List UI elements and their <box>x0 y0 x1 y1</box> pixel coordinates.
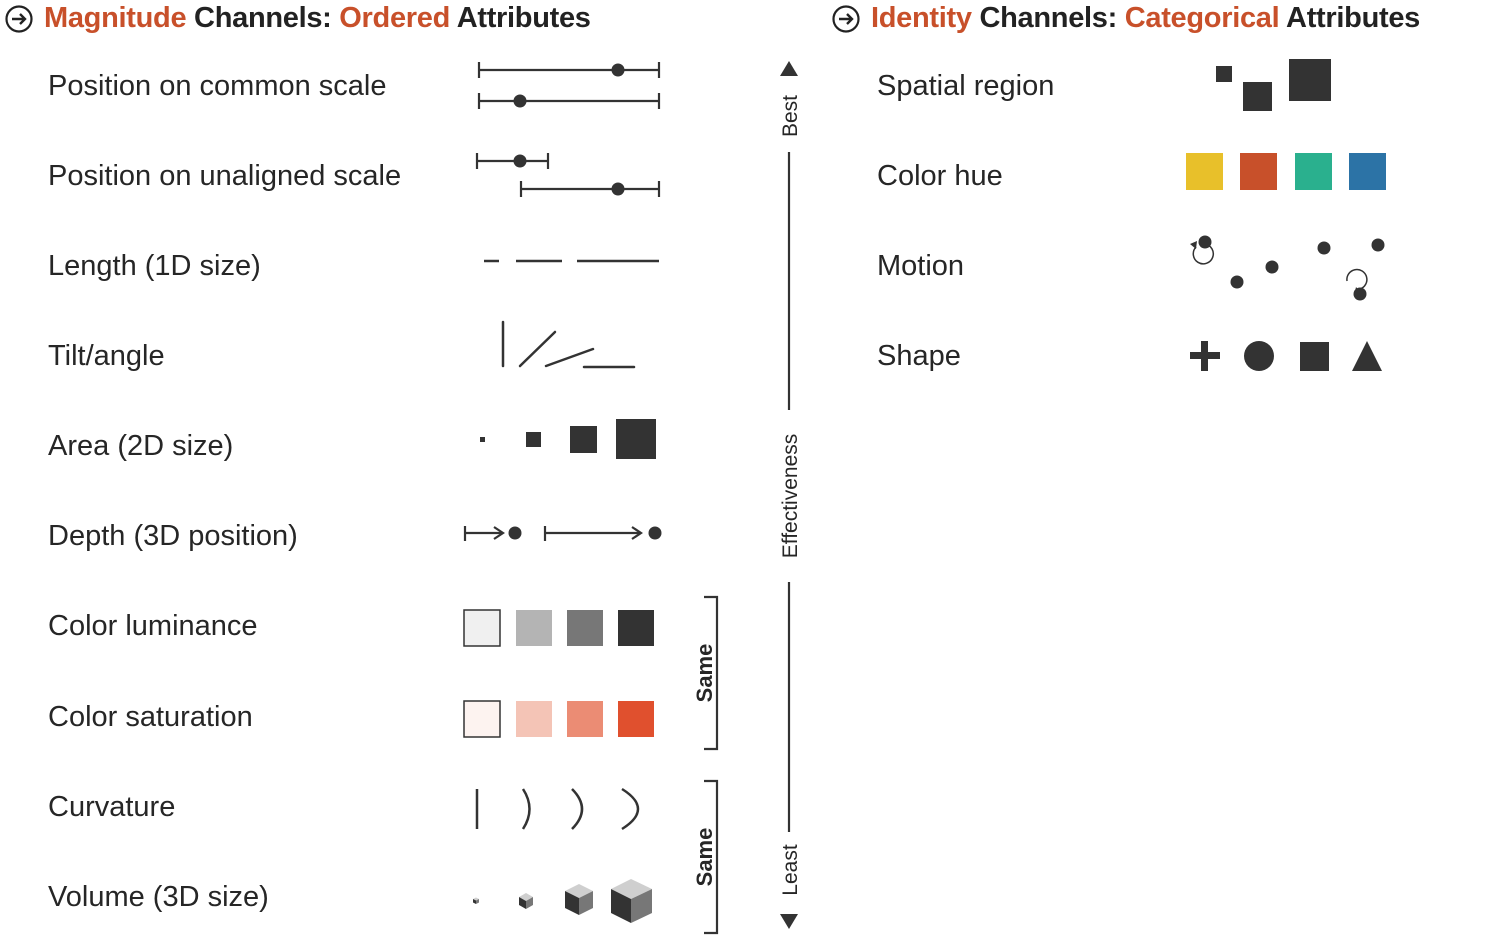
axis-best-label: Best <box>779 95 802 137</box>
channel-label-position-common: Position on common scale <box>48 70 387 102</box>
axis-least-label: Least <box>779 844 802 896</box>
magnitude-heading-tail: Attributes <box>450 2 591 34</box>
glyph-area <box>480 419 656 459</box>
luminance-swatch-2 <box>516 610 552 646</box>
glyph-color-hue <box>1186 153 1386 190</box>
glyph-spatial-region <box>1216 59 1331 111</box>
saturation-swatch-2 <box>516 701 552 737</box>
magnitude-heading-accent-2: Ordered <box>339 2 451 34</box>
circle-arrow-right-icon <box>5 5 33 33</box>
glyph-saturation <box>463 700 654 738</box>
same-bracket-label-1: Same <box>692 644 717 703</box>
same-bracket-1 <box>704 595 719 751</box>
glyph-luminance <box>463 609 654 647</box>
glyph-curvature <box>475 787 640 831</box>
channel-label-area: Area (2D size) <box>48 430 234 462</box>
channel-label-shape: Shape <box>877 340 961 372</box>
identity-heading-accent-2: Categorical <box>1124 2 1280 34</box>
magnitude-heading-middle: Channels: <box>186 2 340 34</box>
channel-label-curvature: Curvature <box>48 791 176 823</box>
channel-label-motion: Motion <box>877 250 965 282</box>
shape-triangle <box>1352 341 1382 371</box>
saturation-swatch-3 <box>567 701 603 737</box>
luminance-swatch-1 <box>463 609 501 647</box>
glyph-shape <box>1190 341 1382 371</box>
saturation-swatch-4 <box>618 701 654 737</box>
channel-label-spatial-region: Spatial region <box>877 70 1055 102</box>
hue-swatch-red <box>1240 153 1277 190</box>
glyph-position-unaligned <box>475 153 661 197</box>
hue-swatch-yellow <box>1186 153 1223 190</box>
luminance-swatch-4 <box>618 610 654 646</box>
identity-heading-accent-1: Identity <box>871 2 972 34</box>
identity-heading-tail: Attributes <box>1279 2 1420 34</box>
glyph-position-common <box>477 62 661 109</box>
channel-label-depth: Depth (3D position) <box>48 520 298 552</box>
glyph-motion <box>1190 235 1385 301</box>
effectiveness-axis: Best Effectiveness Least <box>779 61 802 929</box>
circle-arrow-right-icon <box>832 5 860 33</box>
same-bracket-label-2: Same <box>692 828 717 887</box>
axis-down-arrow <box>780 914 798 929</box>
channel-label-luminance: Color luminance <box>48 610 258 642</box>
axis-effectiveness-label: Effectiveness <box>779 434 802 559</box>
hue-swatch-blue <box>1349 153 1386 190</box>
shape-square <box>1300 342 1329 371</box>
channel-label-volume: Volume (3D size) <box>48 881 269 913</box>
magnitude-heading-accent-1: Magnitude <box>44 2 187 34</box>
same-bracket-2 <box>704 779 719 935</box>
channel-label-tilt: Tilt/angle <box>48 340 165 372</box>
channel-label-position-unaligned: Position on unaligned scale <box>48 160 402 192</box>
magnitude-heading: Magnitude Channels: Ordered Attributes <box>4 2 591 35</box>
glyph-tilt <box>501 320 636 369</box>
channel-label-saturation: Color saturation <box>48 701 253 733</box>
axis-up-arrow <box>780 61 798 76</box>
saturation-swatch-1 <box>463 700 501 738</box>
identity-heading-middle: Channels: <box>971 2 1125 34</box>
channel-label-color-hue: Color hue <box>877 160 1003 192</box>
hue-swatch-teal <box>1295 153 1332 190</box>
glyph-depth <box>463 526 662 541</box>
channel-label-length: Length (1D size) <box>48 250 261 282</box>
shape-plus-v <box>1201 341 1208 371</box>
luminance-swatch-3 <box>567 610 603 646</box>
glyph-volume <box>473 879 652 923</box>
shape-circle <box>1244 341 1274 371</box>
identity-heading: Identity Channels: Categorical Attribute… <box>831 2 1420 35</box>
